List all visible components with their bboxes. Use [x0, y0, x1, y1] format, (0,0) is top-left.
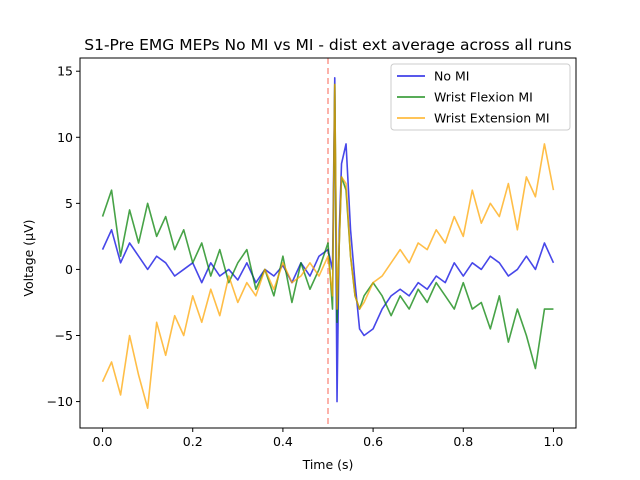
- axes: 0.0 0.2 0.4 0.6 0.8 1.0 −10 −5 0 5 10 15: [47, 57, 577, 449]
- y-tick-label: 5: [65, 196, 73, 211]
- x-tick-label: 0.8: [453, 434, 473, 449]
- y-tick-label: 10: [57, 130, 73, 145]
- x-tick-label: 0.2: [183, 434, 203, 449]
- y-axis-label: Voltage (µV): [21, 219, 36, 296]
- chart-title: S1-Pre EMG MEPs No MI vs MI - dist ext a…: [84, 36, 571, 54]
- y-tick-label: 0: [65, 262, 73, 277]
- x-axis-label: Time (s): [302, 457, 354, 472]
- series-line-1: [101, 83, 554, 370]
- legend-label-0: No MI: [434, 69, 469, 84]
- x-tick-label: 0.4: [273, 434, 293, 449]
- legend-label-1: Wrist Flexion MI: [434, 90, 533, 105]
- x-tick-label: 0.0: [93, 434, 113, 449]
- x-tick-label: 1.0: [544, 434, 564, 449]
- y-tick-label: −10: [47, 394, 73, 409]
- plot-area: [101, 58, 555, 428]
- axes-frame: [79, 57, 577, 429]
- x-tick-label: 0.6: [363, 434, 383, 449]
- legend: No MI Wrist Flexion MI Wrist Extension MI: [390, 63, 571, 131]
- legend-label-2: Wrist Extension MI: [434, 111, 550, 126]
- legend-box: [390, 63, 571, 131]
- series-line-0: [101, 77, 555, 403]
- series-line-2: [101, 83, 555, 409]
- y-tick-label: 15: [57, 64, 73, 79]
- y-tick-label: −5: [55, 328, 73, 343]
